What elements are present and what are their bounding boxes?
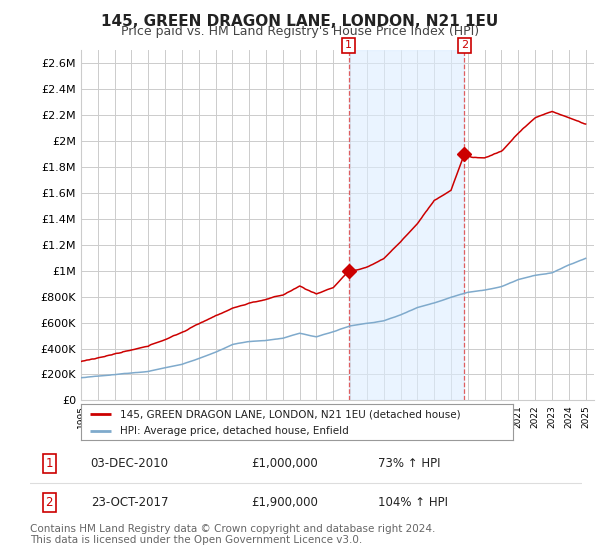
Text: 1: 1	[46, 457, 53, 470]
Text: 2: 2	[46, 496, 53, 509]
Text: 73% ↑ HPI: 73% ↑ HPI	[378, 457, 440, 470]
Text: 145, GREEN DRAGON LANE, LONDON, N21 1EU (detached house): 145, GREEN DRAGON LANE, LONDON, N21 1EU …	[120, 409, 461, 419]
Text: 03-DEC-2010: 03-DEC-2010	[91, 457, 169, 470]
Text: Contains HM Land Registry data © Crown copyright and database right 2024.
This d: Contains HM Land Registry data © Crown c…	[30, 524, 436, 545]
Text: Price paid vs. HM Land Registry's House Price Index (HPI): Price paid vs. HM Land Registry's House …	[121, 25, 479, 38]
Text: HPI: Average price, detached house, Enfield: HPI: Average price, detached house, Enfi…	[120, 426, 349, 436]
Text: 104% ↑ HPI: 104% ↑ HPI	[378, 496, 448, 509]
Text: 145, GREEN DRAGON LANE, LONDON, N21 1EU: 145, GREEN DRAGON LANE, LONDON, N21 1EU	[101, 14, 499, 29]
Text: £1,000,000: £1,000,000	[251, 457, 317, 470]
Text: £1,900,000: £1,900,000	[251, 496, 317, 509]
Text: 23-OCT-2017: 23-OCT-2017	[91, 496, 168, 509]
Bar	[349, 50, 464, 400]
Text: 1: 1	[345, 40, 352, 50]
Text: 2: 2	[461, 40, 468, 50]
